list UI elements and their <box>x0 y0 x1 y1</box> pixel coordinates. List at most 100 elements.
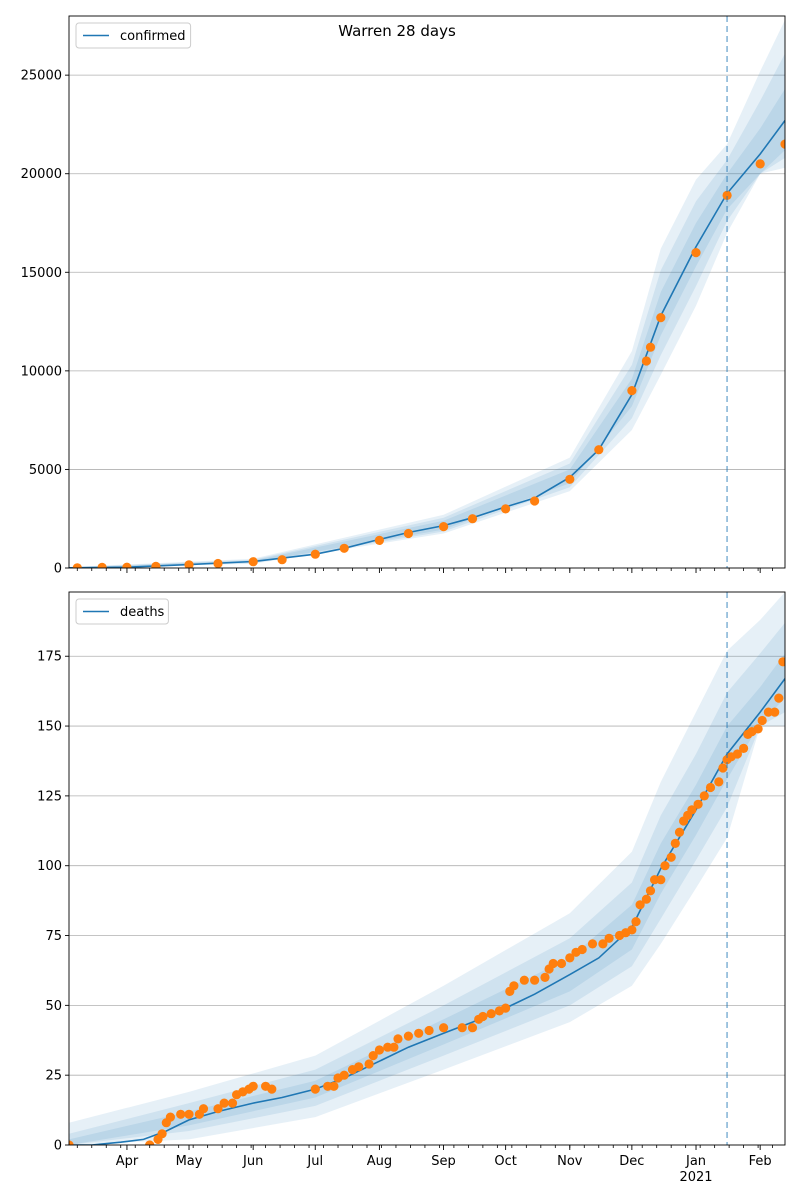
observed-point <box>213 1104 223 1114</box>
observed-point <box>439 1023 449 1033</box>
observed-point <box>691 248 701 258</box>
observed-point <box>467 1023 478 1033</box>
observed-point <box>656 875 666 885</box>
uncertainty-band <box>69 53 785 568</box>
observed-point <box>548 958 558 969</box>
observed-point <box>310 549 320 559</box>
observed-point <box>213 558 223 568</box>
observed-point <box>530 975 540 985</box>
observed-point <box>674 827 685 837</box>
observed-point <box>439 522 449 532</box>
plot-area <box>69 19 785 568</box>
x-year-label: 2021 <box>679 1170 712 1185</box>
observed-point <box>176 1109 186 1119</box>
observed-point <box>656 313 666 323</box>
observed-point <box>72 563 82 568</box>
observed-point <box>780 139 785 149</box>
observed-point <box>763 707 774 717</box>
y-tick-label: 175 <box>37 650 62 665</box>
y-tick-label: 150 <box>37 720 62 735</box>
observed-point <box>540 972 550 983</box>
observed-point <box>666 852 676 862</box>
model-line <box>69 678 785 1145</box>
observed-point <box>565 474 575 484</box>
observed-point <box>687 805 697 815</box>
observed-point <box>277 555 287 565</box>
observed-point <box>248 1081 258 1091</box>
x-tick-label: Feb <box>749 1154 772 1169</box>
observed-point <box>714 777 724 787</box>
observed-point <box>693 799 703 809</box>
y-tick-label: 100 <box>37 859 62 874</box>
observed-point <box>753 724 763 734</box>
observed-point <box>198 1104 209 1114</box>
observed-point <box>556 958 567 969</box>
observed-point <box>165 1112 175 1122</box>
observed-point <box>151 561 161 568</box>
y-tick-label: 25 <box>45 1069 62 1084</box>
x-tick-label: Jan <box>685 1154 706 1169</box>
observed-point <box>670 838 680 849</box>
x-tick-label: Oct <box>494 1154 516 1169</box>
confirmed-panel: 0 5000 10000 15000 20000 25000 confirmed <box>21 15 786 577</box>
observed-point <box>594 445 604 455</box>
observed-point <box>519 975 529 985</box>
observed-point <box>227 1098 238 1108</box>
uncertainty-band <box>69 653 785 1145</box>
plot-area <box>69 592 785 1145</box>
observed-point <box>184 560 194 568</box>
legend-box <box>75 598 169 625</box>
observed-point <box>565 953 575 963</box>
observed-point <box>424 1025 434 1036</box>
observed-point <box>641 894 652 904</box>
observed-point <box>631 917 641 927</box>
observed-point <box>267 1084 277 1094</box>
observed-point <box>457 1023 467 1033</box>
uncertainty-band <box>69 19 785 568</box>
x-tick-label: Jul <box>306 1154 323 1169</box>
legend-label: deaths <box>120 605 165 620</box>
observed-point <box>310 1084 320 1094</box>
observed-point <box>403 528 413 539</box>
observed-point <box>598 939 608 949</box>
observed-point <box>627 925 637 935</box>
observed-point <box>722 190 732 200</box>
legend-label: confirmed <box>120 29 186 44</box>
observed-point <box>604 933 614 943</box>
x-tick-label: Sep <box>431 1154 456 1169</box>
y-tick-label: 0 <box>54 1139 62 1154</box>
observed-point <box>645 886 656 896</box>
observed-point <box>157 1129 167 1139</box>
observed-point <box>364 1059 374 1069</box>
observed-point <box>645 342 656 352</box>
observed-point <box>374 1045 384 1055</box>
observed-point <box>486 1009 496 1019</box>
y-tick-label: 50 <box>45 999 62 1014</box>
observed-point <box>339 1070 349 1080</box>
axes-frame <box>68 15 786 569</box>
observed-point <box>577 944 587 955</box>
uncertainty-band <box>69 592 785 1145</box>
x-tick-label: May <box>176 1154 203 1169</box>
observed-point <box>705 782 716 793</box>
observed-point <box>69 1140 74 1145</box>
observed-point <box>478 1011 488 1022</box>
observed-point <box>635 900 645 910</box>
observed-point <box>530 496 540 506</box>
observed-point <box>354 1062 364 1072</box>
observed-point <box>374 535 384 546</box>
x-tick-label: Aug <box>367 1154 392 1169</box>
x-tick-label: Nov <box>557 1154 583 1169</box>
observed-point <box>414 1028 424 1038</box>
observed-point <box>641 356 652 366</box>
observed-point <box>393 1034 403 1044</box>
observed-point <box>145 1140 155 1145</box>
x-tick-label: Jun <box>242 1154 263 1169</box>
observed-point <box>389 1042 399 1052</box>
legend-box <box>75 22 192 49</box>
observed-point <box>718 763 728 773</box>
y-tick-label: 15000 <box>21 266 62 281</box>
y-tick-label: 10000 <box>21 364 62 379</box>
observed-point <box>732 749 743 759</box>
